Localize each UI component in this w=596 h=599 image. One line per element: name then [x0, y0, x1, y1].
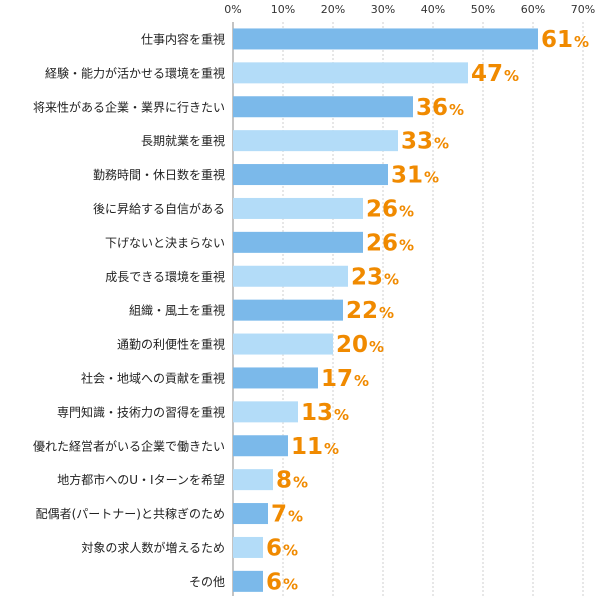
value-number: 33 [401, 129, 433, 155]
category-label: 勤務時間・休日数を重視 [93, 167, 225, 182]
bar [233, 62, 468, 84]
value-label: 36% [416, 95, 464, 121]
bar [233, 435, 288, 457]
value-label: 6% [266, 569, 298, 595]
value-unit: % [379, 304, 394, 322]
bar [233, 401, 298, 423]
value-label: 11% [291, 434, 339, 460]
value-number: 36 [416, 95, 448, 121]
value-label: 6% [266, 535, 298, 561]
value-number: 13 [301, 400, 333, 426]
x-tick-label: 60% [521, 3, 545, 16]
value-label: 22% [346, 298, 394, 324]
value-number: 11 [291, 434, 323, 460]
value-unit: % [424, 169, 439, 187]
bar [233, 231, 363, 253]
value-label: 33% [401, 129, 449, 155]
value-number: 31 [391, 163, 423, 189]
bar [233, 503, 268, 525]
x-tick-label: 40% [421, 3, 445, 16]
value-number: 26 [366, 196, 398, 222]
value-label: 7% [271, 502, 303, 528]
bar [233, 469, 273, 491]
value-label: 13% [301, 400, 349, 426]
category-label: 優れた経営者がいる企業で働きたい [33, 438, 225, 453]
value-label: 47% [471, 61, 519, 87]
value-number: 8 [276, 468, 292, 494]
value-number: 61 [541, 27, 573, 53]
category-label: 配偶者(パートナー)と共稼ぎのため [36, 506, 225, 521]
category-label: 組織・風土を重視 [129, 303, 225, 318]
value-label: 61% [541, 27, 589, 53]
value-number: 26 [366, 230, 398, 256]
value-unit: % [369, 338, 384, 356]
category-labels: 仕事内容を重視経験・能力が活かせる環境を重視将来性がある企業・業界に行きたい長期… [33, 31, 225, 588]
category-label: 長期就業を重視 [141, 133, 225, 148]
category-label: 仕事内容を重視 [141, 31, 225, 46]
value-label: 31% [391, 163, 439, 189]
category-label: 社会・地域への貢献を重視 [81, 370, 225, 385]
bar [233, 333, 333, 355]
value-unit: % [399, 236, 414, 254]
bars [233, 28, 538, 592]
bar [233, 197, 363, 219]
category-label: 成長できる環境を重視 [105, 269, 225, 284]
value-label: 26% [366, 196, 414, 222]
value-unit: % [504, 67, 519, 85]
category-label: 経験・能力が活かせる環境を重視 [45, 65, 225, 80]
value-unit: % [434, 135, 449, 153]
bar [233, 130, 398, 152]
value-label: 8% [276, 468, 308, 494]
bar [233, 28, 538, 50]
value-number: 20 [336, 332, 368, 358]
value-number: 6 [266, 569, 282, 595]
x-tick-label: 50% [471, 3, 495, 16]
bar [233, 299, 343, 321]
x-tick-label: 30% [371, 3, 395, 16]
x-tick-label: 10% [271, 3, 295, 16]
value-unit: % [334, 406, 349, 424]
value-unit: % [283, 541, 298, 559]
value-number: 7 [271, 502, 287, 528]
category-label: 下げないと決まらない [105, 236, 225, 250]
bar [233, 536, 263, 558]
category-label: 対象の求人数が増えるため [81, 540, 225, 555]
value-unit: % [354, 372, 369, 390]
bar [233, 164, 388, 186]
value-number: 47 [471, 61, 503, 87]
value-label: 26% [366, 230, 414, 256]
value-unit: % [399, 202, 414, 220]
category-label: 通勤の利便性を重視 [117, 337, 225, 352]
x-tick-label: 0% [224, 3, 241, 16]
category-label: 専門知識・技術力の習得を重視 [57, 404, 225, 419]
bar [233, 96, 413, 118]
value-number: 22 [346, 298, 378, 324]
bar [233, 367, 318, 389]
bar [233, 570, 263, 592]
value-unit: % [288, 508, 303, 526]
value-number: 23 [351, 264, 383, 290]
value-label: 20% [336, 332, 384, 358]
category-label: 将来性がある企業・業界に行きたい [33, 99, 225, 114]
value-unit: % [293, 474, 308, 492]
value-number: 17 [321, 366, 353, 392]
value-unit: % [283, 575, 298, 593]
value-number: 6 [266, 535, 282, 561]
value-unit: % [324, 440, 339, 458]
category-label: 地方都市へのU・Iターンを希望 [57, 472, 225, 487]
category-label: その他 [189, 575, 225, 589]
bar [233, 265, 348, 287]
value-unit: % [384, 270, 399, 288]
x-tick-label: 70% [571, 3, 595, 16]
value-unit: % [574, 33, 589, 51]
value-unit: % [449, 101, 464, 119]
value-label: 23% [351, 264, 399, 290]
value-label: 17% [321, 366, 369, 392]
value-labels: 61%47%36%33%31%26%26%23%22%20%17%13%11%8… [266, 27, 589, 595]
category-label: 後に昇給する自信がある [93, 201, 225, 216]
x-tick-label: 20% [321, 3, 345, 16]
x-axis-ticks: 0% 10% 20% 30% 40% 50% 60% 70% [224, 3, 595, 16]
